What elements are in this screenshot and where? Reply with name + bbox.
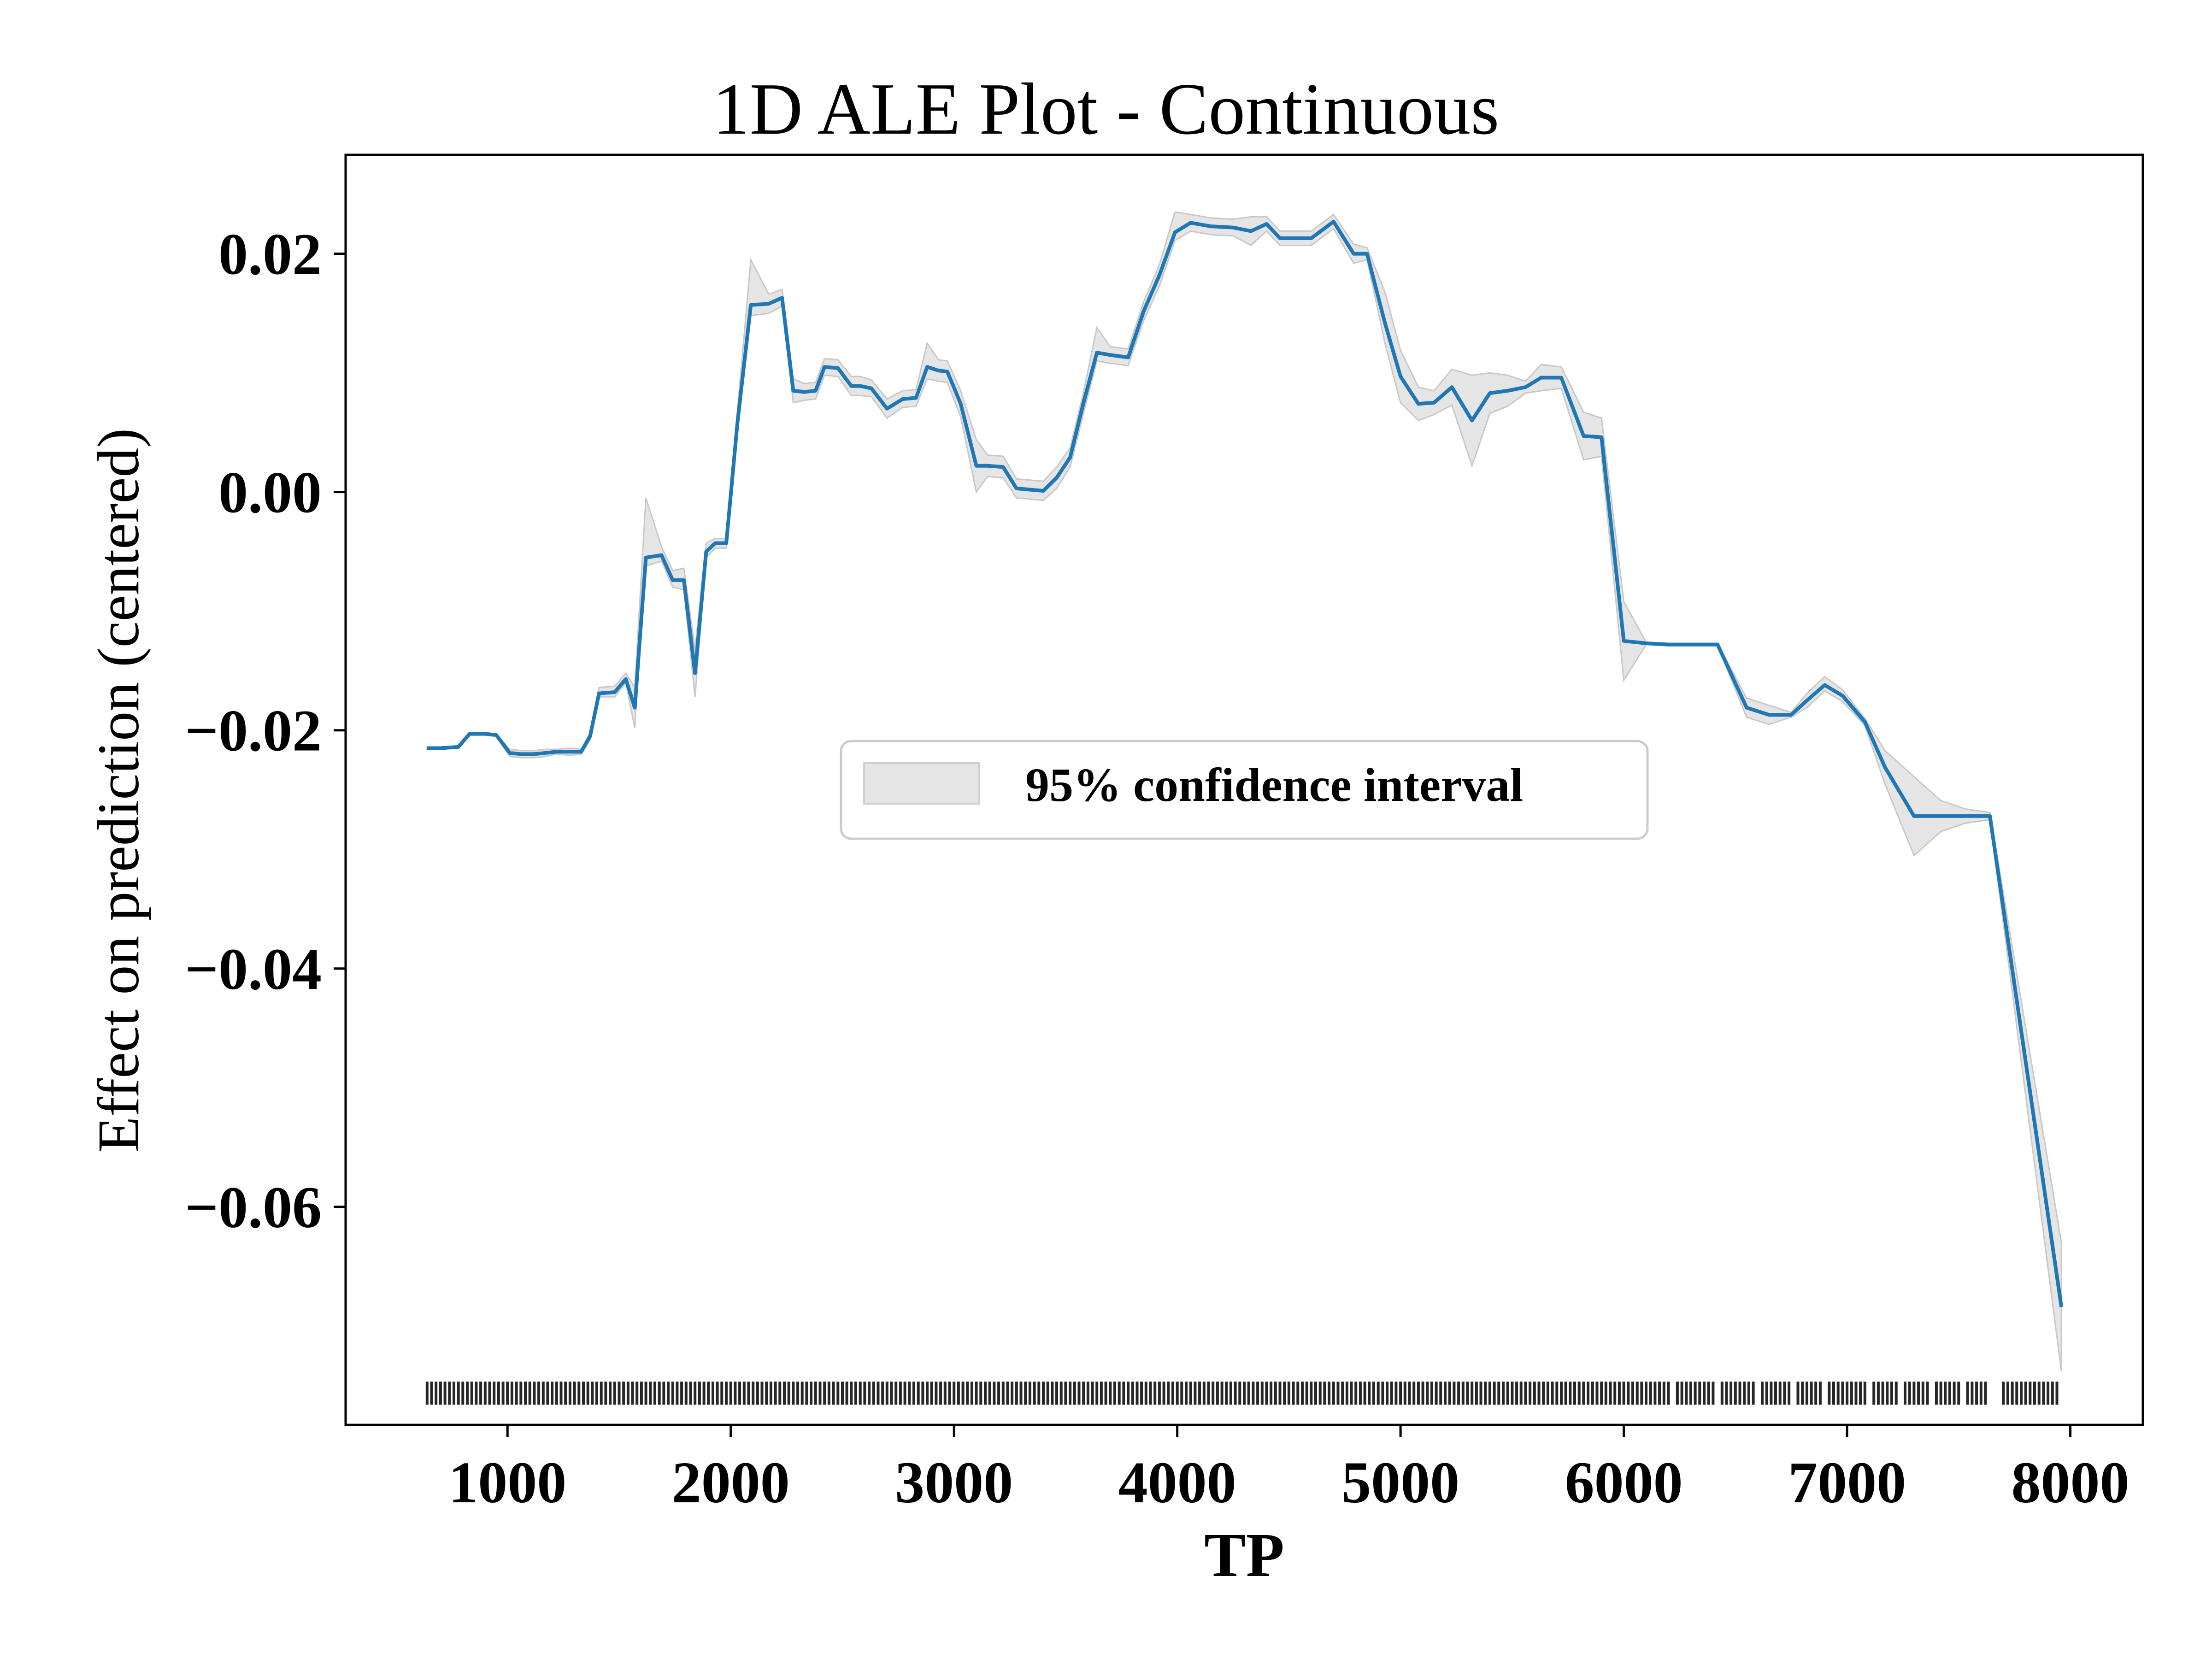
y-axis-label: Effect on prediction (centered) [86, 428, 151, 1153]
legend-box [840, 740, 1649, 840]
ale-line-group [427, 219, 2064, 1307]
legend-swatch [863, 762, 980, 805]
chart-title: 1D ALE Plot - Continuous [713, 68, 1500, 150]
x-tick-label: 4000 [1118, 1450, 1236, 1515]
confidence-band [426, 211, 2062, 1371]
legend: 95% confidence interval [840, 740, 1649, 840]
confidence-band-group [426, 211, 2062, 1371]
x-tick-label: 3000 [895, 1450, 1013, 1515]
ale-line [427, 219, 2064, 1307]
x-axis-ticks: 1000 2000 3000 4000 5000 6000 7000 8000 [448, 1425, 2130, 1515]
y-tick-label: 0.02 [218, 222, 322, 287]
x-tick-label: 5000 [1341, 1450, 1459, 1515]
y-tick-label: −0.04 [185, 936, 322, 1002]
x-tick-label: 1000 [448, 1450, 566, 1515]
x-tick-label: 6000 [1565, 1450, 1683, 1515]
y-tick-label: −0.06 [185, 1175, 322, 1240]
y-tick-label: −0.02 [185, 698, 322, 764]
rug-group [425, 1382, 2059, 1405]
y-axis-ticks: 0.02 0.00 −0.02 −0.04 −0.06 [185, 222, 346, 1240]
x-tick-label: 8000 [2012, 1450, 2130, 1515]
x-tick-label: 7000 [1788, 1450, 1906, 1515]
x-tick-label: 2000 [672, 1450, 790, 1515]
plot-frame [344, 153, 2144, 1426]
legend-entry-ci: 95% confidence interval [1025, 759, 1523, 812]
y-tick-label: 0.00 [218, 460, 322, 525]
x-axis-label: TP [1204, 1521, 1284, 1590]
